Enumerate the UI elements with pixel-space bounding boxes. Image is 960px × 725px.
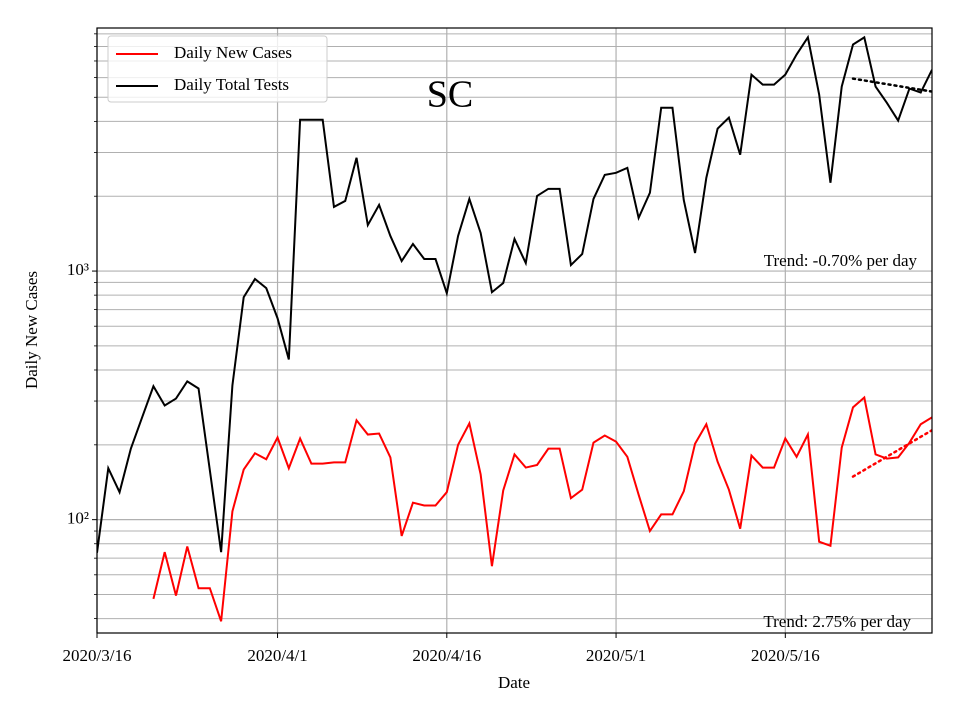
- axes-frame: [96, 27, 933, 634]
- series-line: [152, 395, 932, 622]
- y-tick-label: 10³: [67, 260, 89, 279]
- trend-label: Trend: 2.75% per day: [763, 612, 911, 631]
- plot-area: [97, 34, 932, 622]
- legend-label: Daily Total Tests: [174, 75, 289, 94]
- legend-box: [107, 35, 328, 103]
- trend-label: Trend: -0.70% per day: [764, 251, 918, 270]
- trend-line: [851, 77, 932, 93]
- x-tick-label: 2020/5/16: [751, 646, 820, 665]
- x-tick-label: 2020/4/1: [247, 646, 307, 665]
- x-tick-label: 2020/4/16: [412, 646, 481, 665]
- series-line: [97, 34, 932, 553]
- x-tick-label: 2020/3/16: [63, 646, 132, 665]
- legend-label: Daily New Cases: [174, 43, 292, 62]
- y-tick-label: 10²: [67, 509, 89, 528]
- x-tick-label: 2020/5/1: [586, 646, 646, 665]
- x-axis-label: Date: [498, 673, 530, 692]
- chart-title: SC: [427, 74, 473, 116]
- y-axis-label: Daily New Cases: [22, 271, 41, 389]
- legend: Daily New Cases Daily Total Tests: [107, 35, 328, 103]
